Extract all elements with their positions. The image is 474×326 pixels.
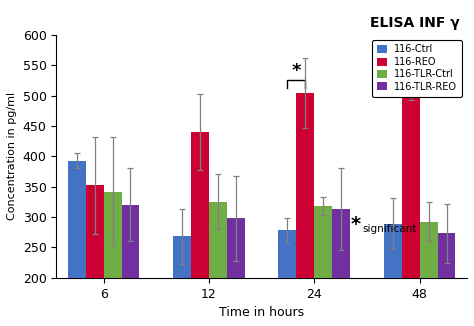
Bar bbox=[279, 230, 296, 326]
Bar bbox=[86, 185, 104, 326]
X-axis label: Time in hours: Time in hours bbox=[219, 306, 304, 319]
Bar bbox=[438, 233, 456, 326]
Bar bbox=[402, 79, 419, 326]
Bar bbox=[209, 202, 227, 326]
Bar bbox=[419, 222, 438, 326]
Bar bbox=[332, 209, 350, 326]
Text: significant: significant bbox=[362, 224, 417, 234]
Y-axis label: Concentration in pg/ml: Concentration in pg/ml bbox=[7, 92, 17, 220]
Legend: 116-Ctrl, 116-REO, 116-TLR-Ctrl, 116-TLR-REO: 116-Ctrl, 116-REO, 116-TLR-Ctrl, 116-TLR… bbox=[372, 40, 462, 96]
Text: *: * bbox=[292, 62, 301, 80]
Bar bbox=[384, 224, 402, 326]
Bar bbox=[191, 132, 209, 326]
Bar bbox=[173, 236, 191, 326]
Bar bbox=[314, 206, 332, 326]
Text: *: * bbox=[351, 215, 361, 234]
Text: *: * bbox=[397, 51, 407, 69]
Bar bbox=[104, 191, 121, 326]
Bar bbox=[296, 93, 314, 326]
Bar bbox=[121, 205, 139, 326]
Bar bbox=[227, 218, 245, 326]
Bar bbox=[68, 160, 86, 326]
Text: ELISA INF γ: ELISA INF γ bbox=[370, 16, 460, 30]
